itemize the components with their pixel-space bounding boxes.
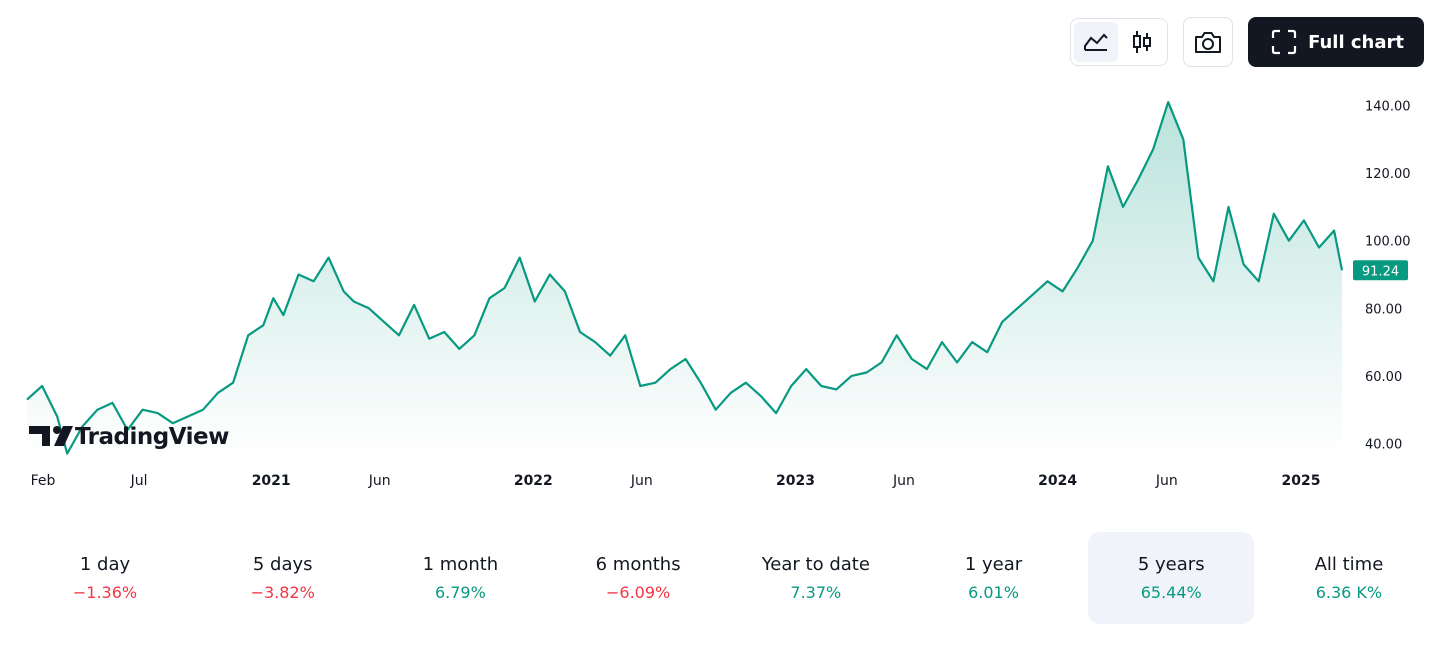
x-tick-label: Jun: [630, 473, 653, 489]
y-tick-label: 80.00: [1365, 302, 1402, 317]
x-axis: Feb Jul 2021 Jun 2022 Jun 2023 Jun 2024 Jun 2025: [31, 473, 1321, 489]
last-price-label: 91.24: [1362, 264, 1399, 279]
candlestick-chart-button[interactable]: [1120, 22, 1164, 62]
period-change: −1.36%: [72, 583, 138, 602]
period-tab-all-time[interactable]: All time 6.36 K%: [1266, 532, 1432, 624]
full-chart-label: Full chart: [1308, 31, 1404, 53]
period-tab-1-day[interactable]: 1 day −1.36%: [22, 532, 188, 624]
x-tick-label: Feb: [31, 473, 56, 489]
price-area-fill: [27, 102, 1342, 455]
y-axis: 140.00 120.00 100.00 80.00 60.00 40.00: [1365, 100, 1411, 453]
period-label: 1 year: [964, 554, 1023, 575]
snapshot-button[interactable]: [1183, 17, 1234, 67]
x-tick-label: Jul: [130, 473, 148, 489]
period-change: 6.79%: [434, 583, 486, 602]
tradingview-logo: TradingView: [29, 424, 230, 450]
period-change: 6.36 K%: [1315, 583, 1383, 602]
candlestick-icon: [1133, 31, 1152, 53]
y-tick-label: 40.00: [1365, 438, 1402, 453]
period-tab-5-days[interactable]: 5 days −3.82%: [200, 532, 366, 624]
tradingview-logo-icon: [29, 426, 50, 446]
tradingview-logo-text: TradingView: [75, 424, 229, 450]
last-price-badge-bg: [1353, 260, 1408, 281]
period-change: −3.82%: [250, 583, 315, 602]
x-tick-label: Jun: [368, 473, 391, 489]
period-change: 65.44%: [1140, 583, 1202, 602]
fullscreen-icon: [1271, 29, 1297, 55]
x-tick-label: 2025: [1281, 473, 1320, 489]
period-change: 7.37%: [790, 583, 842, 602]
line-chart-icon: [1084, 33, 1108, 51]
x-tick-label: 2021: [252, 473, 291, 489]
x-tick-label: 2023: [776, 473, 815, 489]
period-tab-6-months[interactable]: 6 months −6.09%: [555, 532, 721, 624]
period-label: 5 days: [252, 554, 313, 575]
period-tab-year-to-date[interactable]: Year to date 7.37%: [733, 532, 899, 624]
period-change: −6.09%: [605, 583, 671, 602]
price-line: [26, 101, 1344, 455]
tradingview-logo-dot: [53, 426, 61, 434]
period-label: 1 day: [79, 554, 131, 575]
x-tick-label: 2024: [1038, 473, 1077, 489]
period-label: All time: [1314, 554, 1384, 575]
period-tab-1-month[interactable]: 1 month 6.79%: [377, 532, 543, 624]
x-tick-label: 2022: [514, 473, 553, 489]
period-performance-list: 1 day −1.36% 5 days −3.82% 1 month 6.79% 6 mon…: [22, 532, 1432, 624]
period-label: 6 months: [595, 554, 681, 575]
line-chart-button[interactable]: [1074, 22, 1119, 62]
last-price-badge: 91.24: [1353, 260, 1408, 281]
y-tick-label: 120.00: [1365, 167, 1411, 182]
period-tab-1-year[interactable]: 1 year 6.01%: [911, 532, 1077, 624]
y-tick-label: 60.00: [1365, 370, 1402, 385]
period-tab-5-years[interactable]: 5 years 65.44%: [1088, 532, 1255, 624]
full-chart-button[interactable]: Full chart: [1248, 17, 1424, 67]
price-chart[interactable]: 140.00 120.00 100.00 80.00 60.00 40.00 Feb Jul…: [0, 0, 1453, 500]
period-label: 5 years: [1137, 554, 1205, 575]
period-change: 6.01%: [968, 583, 1019, 602]
y-tick-label: 140.00: [1365, 100, 1411, 115]
chart-style-toggle: [1070, 18, 1169, 66]
tradingview-logo-slash: [54, 426, 73, 446]
period-label: 1 month: [422, 554, 499, 575]
period-label: Year to date: [761, 554, 870, 575]
chart-toolbar: Full chart: [1070, 17, 1424, 67]
camera-icon: [1195, 32, 1222, 53]
x-tick-label: Jun: [1155, 473, 1178, 489]
x-tick-label: Jun: [892, 473, 915, 489]
y-tick-label: 100.00: [1365, 235, 1411, 250]
